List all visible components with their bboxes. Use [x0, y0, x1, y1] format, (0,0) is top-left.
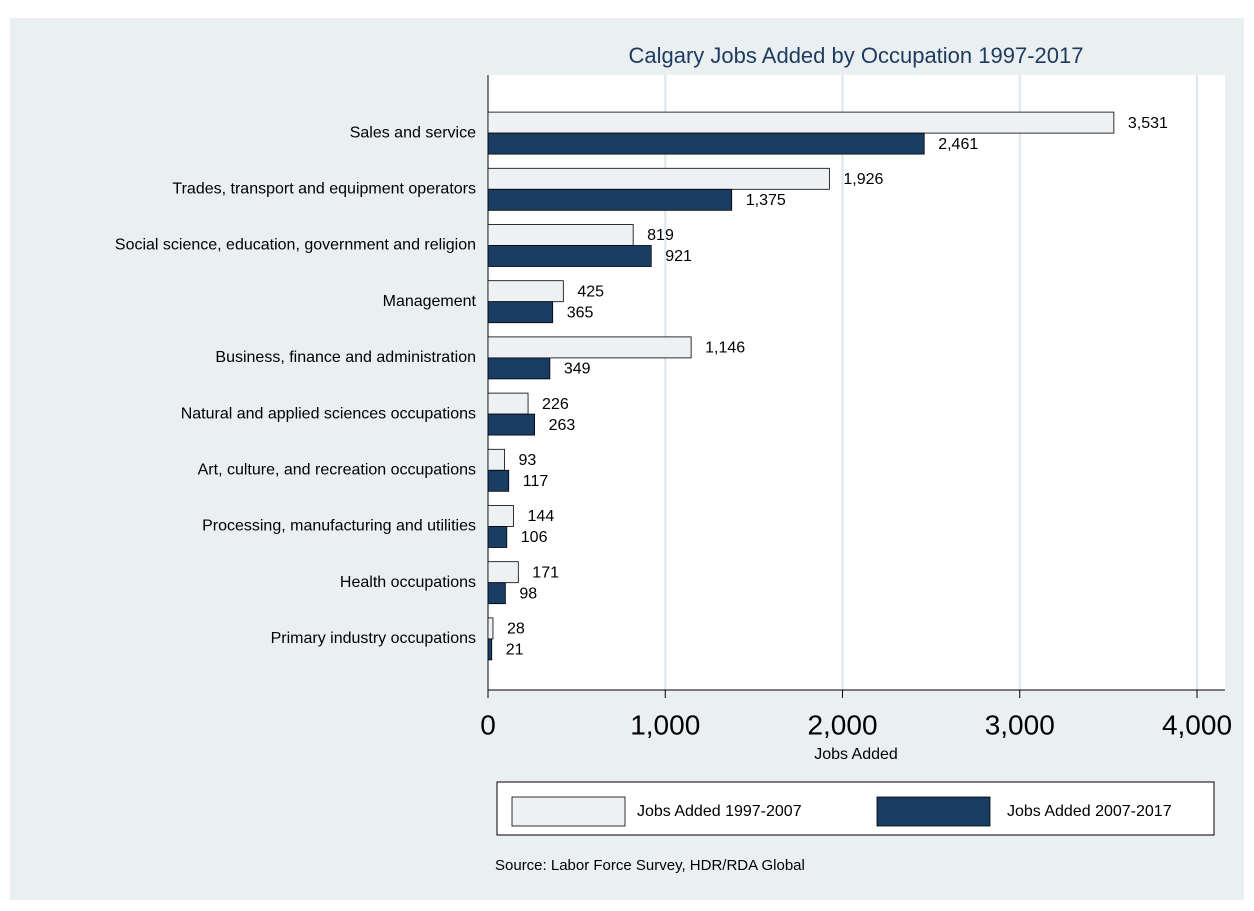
chart-title: Calgary Jobs Added by Occupation 1997-20… [629, 43, 1084, 68]
bar [487, 224, 634, 246]
x-tick-label: 1,000 [630, 709, 700, 740]
bar [487, 392, 529, 415]
x-tick-label: 4,000 [1162, 709, 1232, 740]
y-tick-label: Social science, education, government an… [115, 237, 476, 254]
data-label: 106 [521, 529, 548, 546]
bar [487, 413, 536, 436]
legend-label: Jobs Added 1997-2007 [637, 803, 802, 820]
bar [487, 617, 494, 640]
y-tick-label: Sales and service [350, 124, 476, 141]
bar [487, 301, 554, 324]
data-label: 28 [507, 621, 525, 638]
data-label: 98 [519, 585, 537, 602]
plot-area [488, 75, 1225, 690]
data-label: 1,375 [746, 192, 786, 209]
data-label: 425 [577, 283, 604, 300]
x-axis-label: Jobs Added [814, 746, 898, 763]
data-label: 263 [549, 417, 576, 434]
bar [487, 111, 1115, 134]
data-label: 1,146 [705, 340, 745, 357]
data-label: 226 [542, 396, 569, 413]
bar [487, 638, 493, 661]
bar [487, 469, 510, 492]
bar [487, 188, 733, 211]
data-label: 144 [528, 508, 555, 525]
bar [487, 280, 564, 303]
data-label: 921 [665, 248, 692, 265]
data-label: 3,531 [1128, 115, 1168, 132]
y-tick-label: Management [383, 293, 477, 310]
x-tick-label: 0 [480, 709, 496, 740]
x-tick-label: 3,000 [985, 709, 1055, 740]
y-tick-label: Trades, transport and equipment operator… [172, 181, 476, 198]
y-tick-label: Processing, manufacturing and utilities [202, 518, 476, 535]
data-label: 171 [532, 564, 559, 581]
data-label: 819 [647, 227, 674, 244]
y-tick-label: Art, culture, and recreation occupations [198, 462, 476, 479]
bar [487, 582, 506, 605]
bar [487, 336, 692, 359]
bar [487, 526, 508, 548]
bar [487, 132, 925, 155]
data-label: 1,926 [843, 171, 883, 188]
legend-swatch [876, 796, 991, 827]
source-note: Source: Labor Force Survey, HDR/RDA Glob… [495, 857, 805, 874]
data-label: 349 [564, 361, 591, 378]
bar [487, 167, 830, 190]
x-tick-label: 2,000 [807, 709, 877, 740]
data-label: 21 [506, 642, 524, 659]
data-label: 2,461 [938, 136, 978, 153]
y-tick-label: Primary industry occupations [271, 630, 476, 647]
y-tick-label: Natural and applied sciences occupations [181, 405, 476, 422]
data-label: 93 [518, 452, 536, 469]
legend-label: Jobs Added 2007-2017 [1007, 803, 1172, 820]
data-label: 117 [523, 473, 549, 490]
bar [487, 245, 652, 267]
bar [487, 561, 519, 584]
bar [487, 505, 514, 527]
y-tick-label: Business, finance and administration [215, 349, 476, 366]
y-tick-label: Health occupations [340, 574, 476, 591]
legend-swatch [511, 796, 626, 827]
data-label: 365 [567, 304, 594, 321]
bar [487, 357, 551, 380]
bar [487, 448, 505, 471]
